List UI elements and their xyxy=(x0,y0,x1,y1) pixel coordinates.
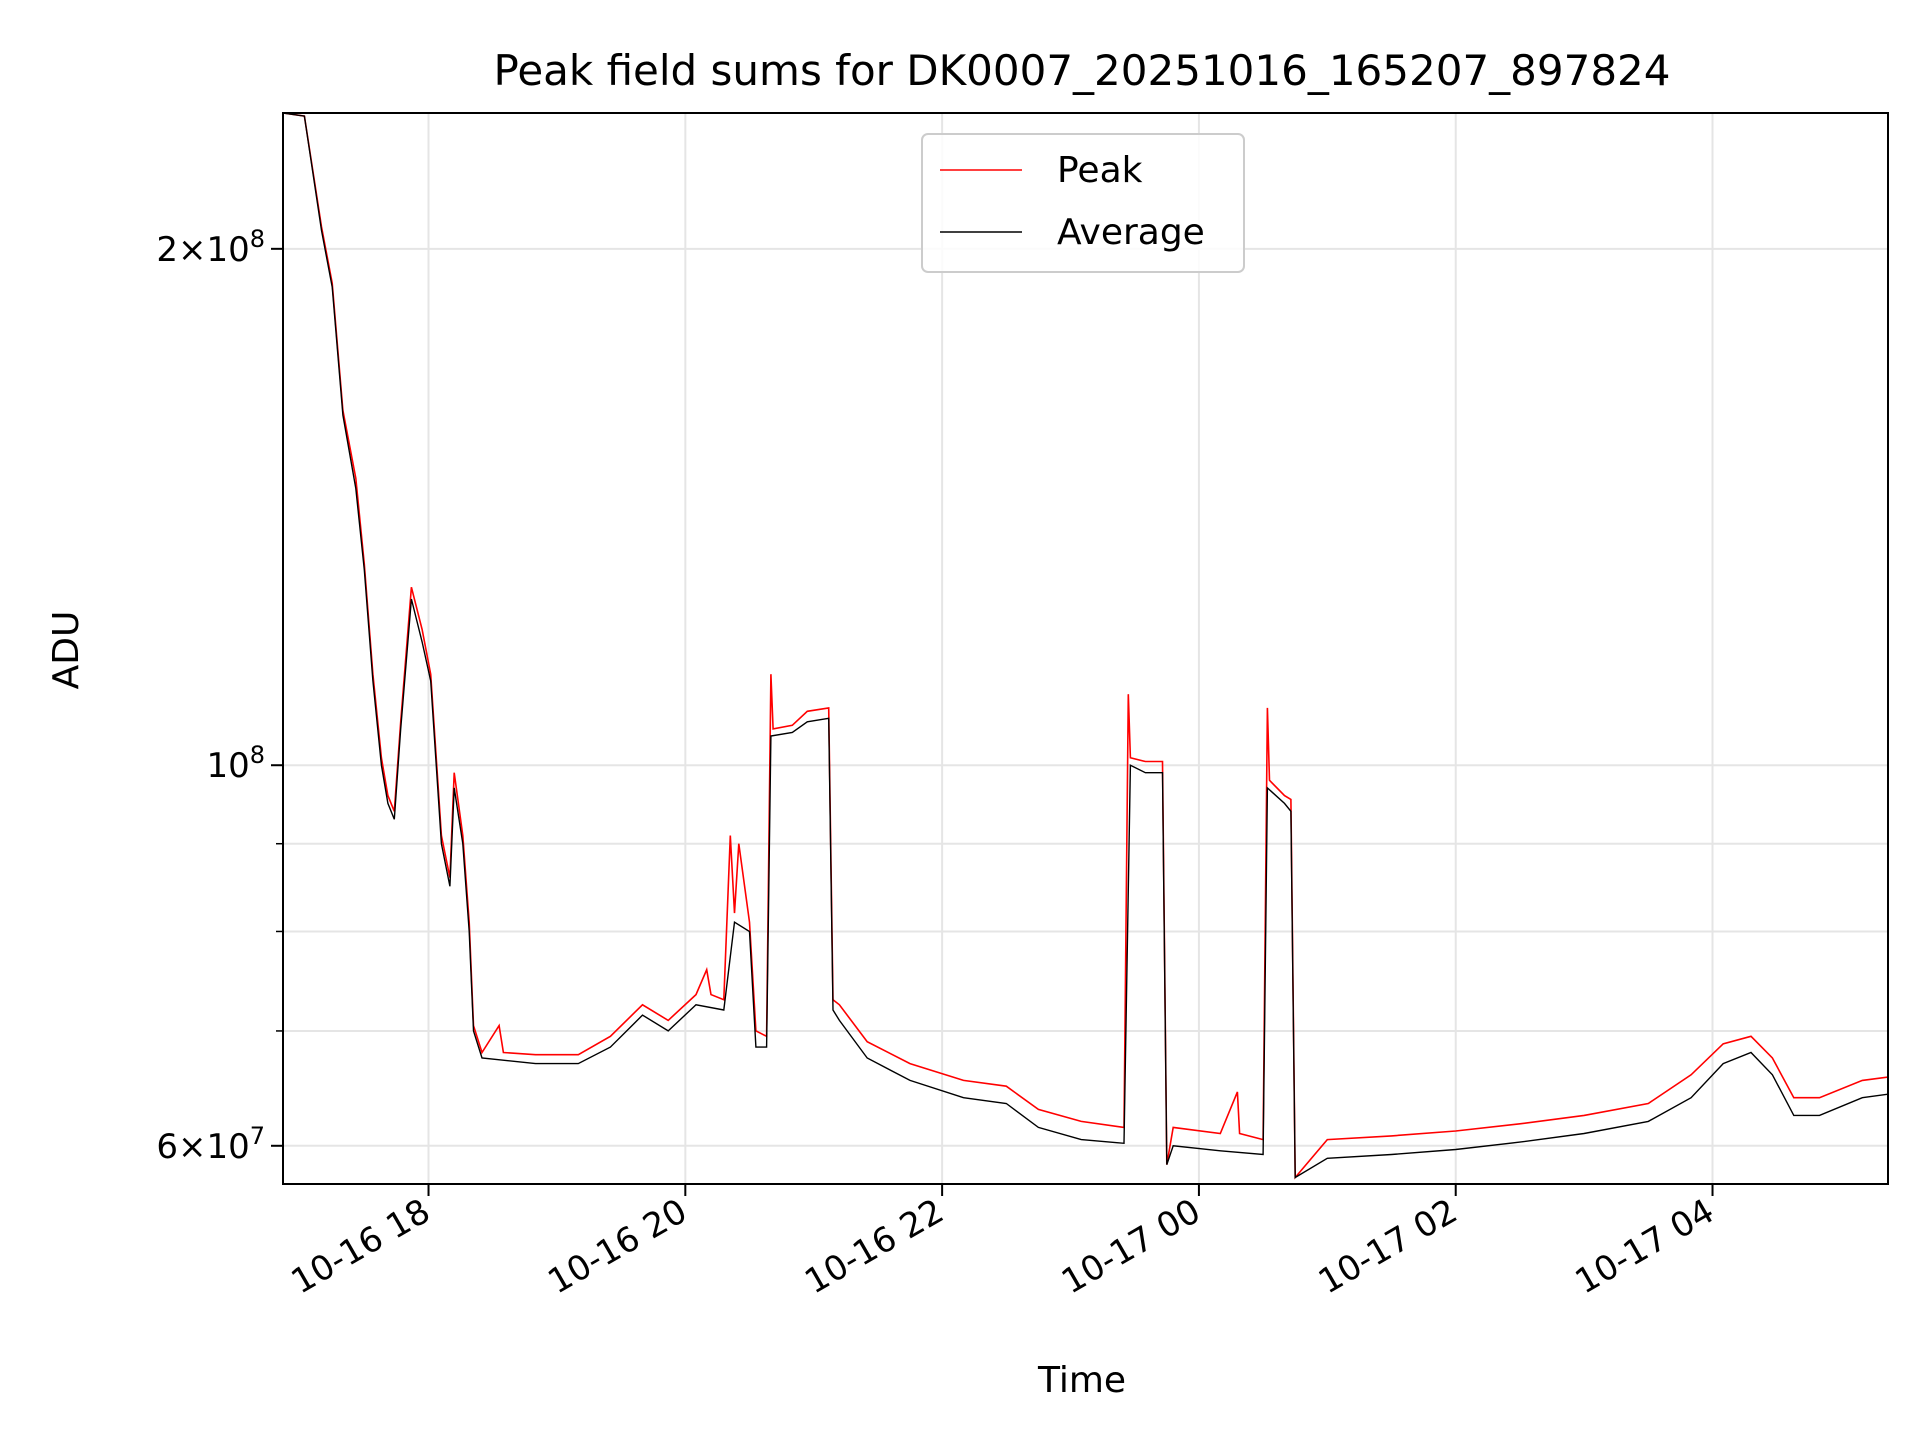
x-axis-ticks: 10-16 18 10-16 20 10-16 22 10-17 00 10-17 02… xyxy=(285,1184,1721,1302)
x-axis-label: Time xyxy=(1037,1360,1126,1401)
legend-label-average: Average xyxy=(1057,212,1205,253)
chart-title: Peak field sums for DK0007_20251016_1652… xyxy=(493,46,1670,95)
x-tick-label: 10-16 20 xyxy=(541,1191,693,1302)
plot-area-frame xyxy=(282,112,1889,1185)
series-line-average xyxy=(283,113,1888,1179)
y-tick-label: 108 xyxy=(206,741,265,786)
y-tick-label: 2×108 xyxy=(156,225,265,270)
x-tick-label: 10-16 22 xyxy=(798,1191,950,1302)
y-tick-exponent: 8 xyxy=(250,225,265,253)
y-tick-exponent: 7 xyxy=(250,1122,265,1150)
x-tick-label: 10-17 04 xyxy=(1569,1191,1721,1302)
x-tick-label: 10-16 18 xyxy=(285,1191,437,1302)
series-lines xyxy=(283,113,1888,1180)
legend-label-peak: Peak xyxy=(1057,150,1143,191)
legend: Peak Average xyxy=(921,133,1245,273)
y-tick-exponent: 8 xyxy=(250,741,265,769)
y-tick-label: 6×107 xyxy=(156,1122,265,1167)
y-axis-label: ADU xyxy=(46,611,87,690)
y-axis-ticks: 6×107 108 2×108 xyxy=(156,225,283,1167)
grid xyxy=(283,113,1888,1184)
x-tick-label: 10-17 00 xyxy=(1055,1191,1207,1302)
x-tick-label: 10-17 02 xyxy=(1312,1191,1464,1302)
legend-box xyxy=(921,133,1245,273)
